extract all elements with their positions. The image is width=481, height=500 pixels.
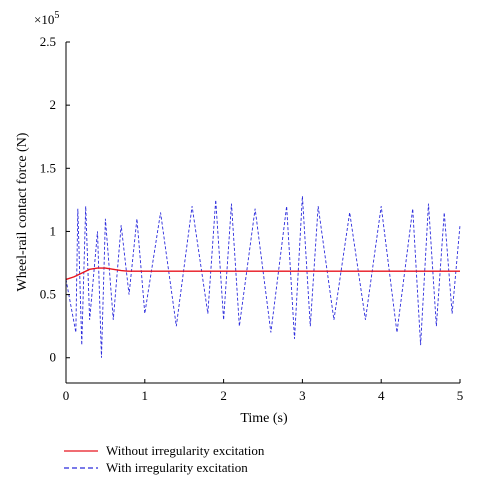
x-tick-label: 1 (142, 388, 149, 403)
x-tick-label: 3 (299, 388, 306, 403)
y-axis-multiplier: ×105 (34, 10, 59, 27)
y-tick-label: 2 (50, 97, 57, 112)
legend: Without irregularity excitation With irr… (64, 443, 265, 475)
legend-label-with-irregularity: With irregularity excitation (106, 460, 248, 475)
x-tick-label: 0 (63, 388, 70, 403)
y-tick-label: 0.5 (40, 287, 56, 302)
x-axis-label: Time (s) (240, 411, 288, 426)
y-tick-label: 1 (50, 223, 57, 238)
y-tick-label: 0 (50, 350, 57, 365)
x-tick-label: 2 (220, 388, 227, 403)
y-axis-label: Wheel-rail contact force (N) (15, 132, 30, 291)
x-axis: 0 1 2 3 4 5 (63, 379, 464, 403)
series-line-0 (65, 267, 460, 281)
x-tick-label: 4 (378, 388, 385, 403)
y-axis: 0 0.5 1 1.5 2 2.5 (40, 34, 70, 383)
plot-area (65, 196, 461, 358)
y-tick-label: 2.5 (40, 34, 56, 49)
series-line-1 (65, 196, 461, 358)
y-tick-label: 1.5 (40, 160, 56, 175)
x-tick-label: 5 (457, 388, 464, 403)
legend-label-without-irregularity: Without irregularity excitation (106, 443, 265, 458)
